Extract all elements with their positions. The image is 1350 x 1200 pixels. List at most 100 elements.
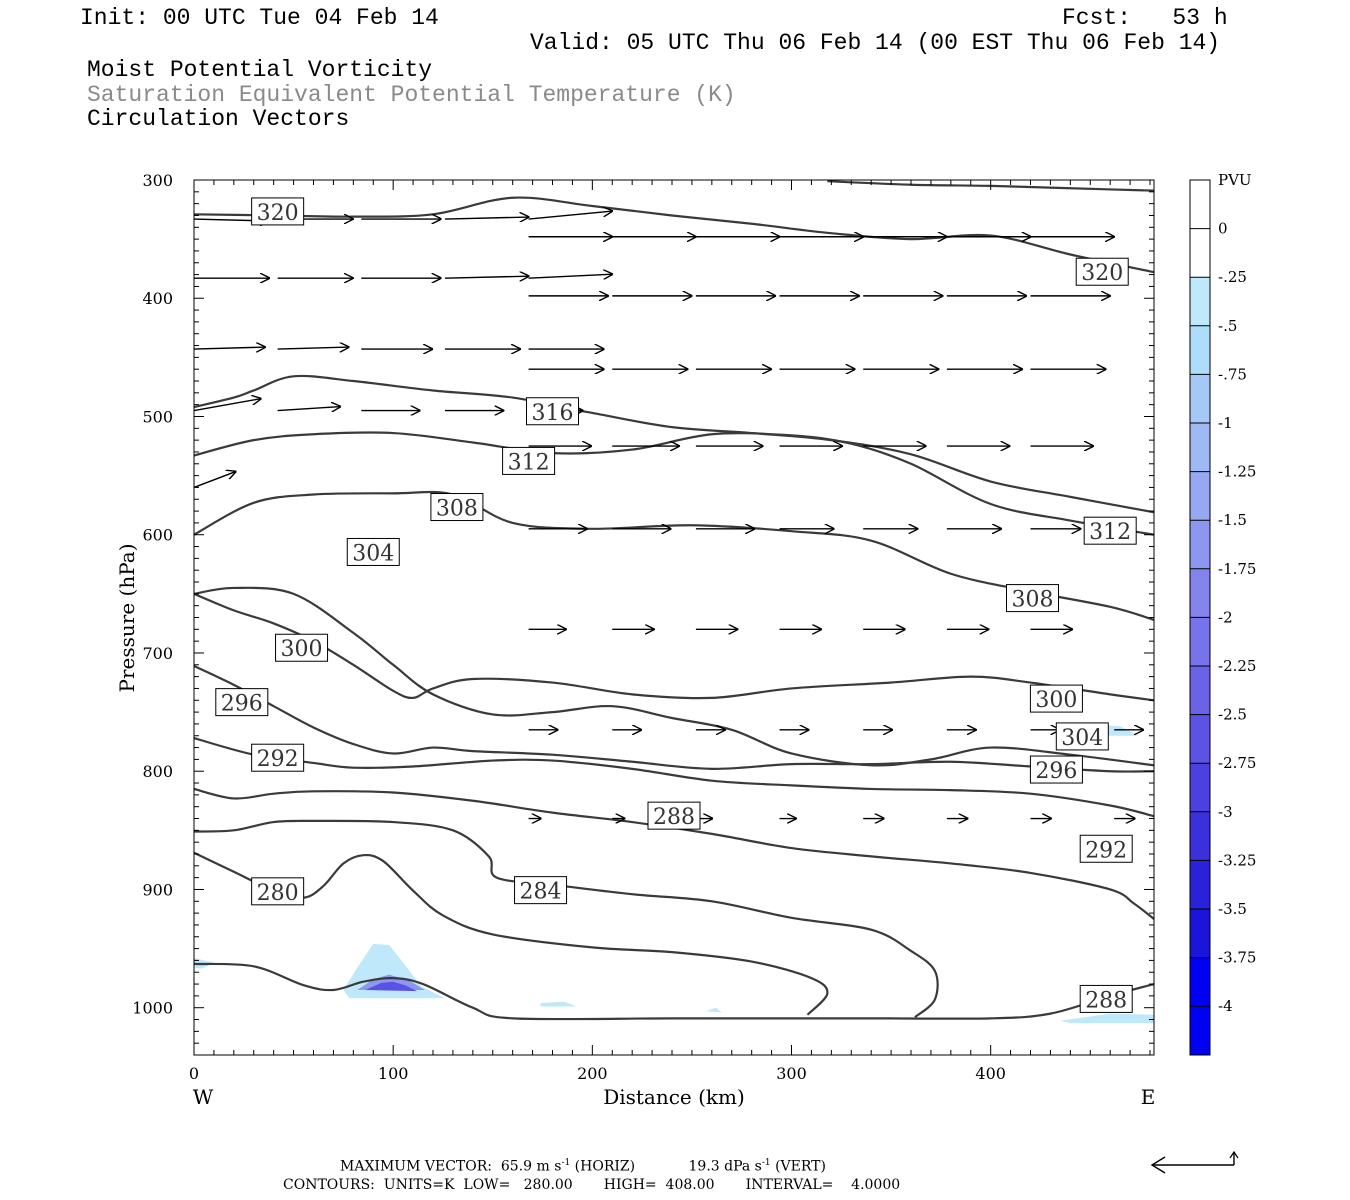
contour-label-box xyxy=(1006,584,1060,613)
contour-label-box xyxy=(1029,684,1083,713)
colorbar-swatch xyxy=(1190,811,1210,861)
contour-info: CONTOURS: UNITS=K LOW= 280.00 HIGH= 408.… xyxy=(283,1177,901,1193)
contour-label-text: 288 xyxy=(653,805,695,830)
colorbar-swatch xyxy=(1190,325,1210,375)
contour-label: 304 xyxy=(346,537,400,566)
contour-label-text: 288 xyxy=(1085,988,1127,1013)
max-vector-line: MAXIMUM VECTOR: 65.9 m s-1 (HORIZ) 19.3 … xyxy=(340,1158,826,1175)
vert-max-value: 19.3 dPa s xyxy=(688,1158,762,1175)
contour-label-text: 308 xyxy=(436,497,478,522)
colorbar-label: -.25 xyxy=(1218,268,1247,286)
contour-label: 284 xyxy=(514,876,568,905)
contour-label-box xyxy=(526,397,580,426)
contour-label-text: 304 xyxy=(352,541,394,566)
theta-es-contour-line xyxy=(193,851,829,1016)
theta-es-contour-line xyxy=(193,196,1155,274)
circulation-vector xyxy=(528,274,613,278)
colorbar-label: -3.25 xyxy=(1218,851,1256,869)
vert-unit: (VERT) xyxy=(775,1158,826,1175)
contour-label: 296 xyxy=(1029,755,1083,784)
field-title-vectors: Circulation Vectors xyxy=(87,106,350,132)
contour-label-text: 292 xyxy=(1085,838,1127,863)
contour-label: 320 xyxy=(251,197,305,226)
contour-label: 296 xyxy=(215,688,269,717)
max-vector-label: MAXIMUM VECTOR: xyxy=(340,1158,492,1175)
colorbar-swatch xyxy=(1190,180,1210,230)
colorbar-swatch xyxy=(1190,471,1210,521)
contour-label-box xyxy=(1083,516,1137,545)
circulation-vector xyxy=(444,276,529,278)
colorbar-swatch xyxy=(1190,909,1210,959)
vert-exponent: -1 xyxy=(761,1158,771,1168)
colorbar-swatch xyxy=(1190,1006,1210,1056)
contour-label-text: 308 xyxy=(1012,588,1054,613)
field-title-mpv: Moist Potential Vorticity xyxy=(87,57,433,83)
theta-es-contour-line xyxy=(193,431,1155,536)
contour-label-box xyxy=(251,743,305,772)
contour-labels: 320 320 316 312 312 308 308 304 304 300 300 296 296 2… xyxy=(215,197,1137,1013)
horiz-unit: (HORIZ) xyxy=(574,1158,636,1175)
contour-label-box xyxy=(251,197,305,226)
colorbar-label: -.5 xyxy=(1218,317,1237,335)
valid-time: Valid: 05 UTC Thu 06 Feb 14 (00 EST Thu … xyxy=(530,30,1221,56)
contour-label: 308 xyxy=(430,493,484,522)
west-label: W xyxy=(193,1085,214,1109)
mpv-shading-layer xyxy=(194,723,1154,1024)
contour-label: 312 xyxy=(1083,516,1137,545)
reference-vector-icon xyxy=(1150,1150,1239,1174)
contour-label: 320 xyxy=(1075,257,1129,286)
field-title-theta-es: Saturation Equivalent Potential Temperat… xyxy=(87,82,736,108)
y-tick-label: 1000 xyxy=(132,999,173,1018)
contour-label-box xyxy=(514,876,568,905)
contour-label-box xyxy=(1079,834,1133,863)
x-tick-label: 100 xyxy=(378,1064,409,1083)
contour-label-text: 280 xyxy=(257,881,299,906)
contour-label-box xyxy=(502,446,556,475)
init-time: Init: 00 UTC Tue 04 Feb 14 xyxy=(80,5,439,31)
contour-label-text: 320 xyxy=(257,201,299,226)
colorbar-label: 0 xyxy=(1218,220,1228,238)
contour-label-box xyxy=(1055,722,1109,751)
x-axis-label: Distance (km) xyxy=(603,1085,745,1109)
colorbar-swatch xyxy=(1190,714,1210,764)
y-axis-label: Pressure (hPa) xyxy=(115,544,139,693)
x-tick-label: 400 xyxy=(975,1064,1006,1083)
y-tick-label: 900 xyxy=(142,880,173,899)
contour-label-box xyxy=(275,633,329,662)
contour-label-box xyxy=(1075,257,1129,286)
contour-label-box xyxy=(647,801,701,830)
contour-label-text: 300 xyxy=(1035,688,1077,713)
circulation-vector xyxy=(193,471,236,489)
contour-label-text: 320 xyxy=(1081,261,1123,286)
theta-es-contour-line xyxy=(193,586,1155,767)
pv-colorbar: 0 -.25 -.5 -.75 -1 -1.25 -1.5 -1.75 -2 -2.25 -2.5 -… xyxy=(1189,179,1256,1056)
colorbar-label: -.75 xyxy=(1218,365,1247,383)
colorbar-label: -2.75 xyxy=(1218,754,1256,772)
theta-es-contour-line xyxy=(193,374,1155,514)
theta-es-contour-line xyxy=(193,962,1155,1021)
colorbar-swatch xyxy=(1190,666,1210,716)
contour-label-text: 292 xyxy=(257,747,299,772)
theta-es-contour-line xyxy=(193,664,1155,773)
colorbar-swatch xyxy=(1190,617,1210,667)
colorbar-label: -2.25 xyxy=(1218,657,1256,675)
circulation-vector xyxy=(528,211,613,220)
contour-label: 280 xyxy=(251,877,305,906)
circulation-vectors xyxy=(193,211,1144,818)
colorbar-label: -1.75 xyxy=(1218,560,1256,578)
contour-label: 292 xyxy=(1079,834,1133,863)
colorbar-label: -2 xyxy=(1218,608,1233,626)
colorbar-swatch xyxy=(1190,423,1210,473)
contour-label-text: 316 xyxy=(532,401,574,426)
contour-label: 312 xyxy=(502,446,556,475)
theta-es-contour-line xyxy=(193,737,1155,818)
contour-label: 308 xyxy=(1006,584,1060,613)
colorbar-swatch xyxy=(1190,277,1210,327)
colorbar-title: PVU xyxy=(1218,171,1252,189)
contour-label-box xyxy=(251,877,305,906)
colorbar-label: -1.5 xyxy=(1218,511,1247,529)
contour-label-box xyxy=(215,688,269,717)
contour-label-text: 296 xyxy=(221,692,263,717)
mpv-shaded-region xyxy=(365,981,418,992)
